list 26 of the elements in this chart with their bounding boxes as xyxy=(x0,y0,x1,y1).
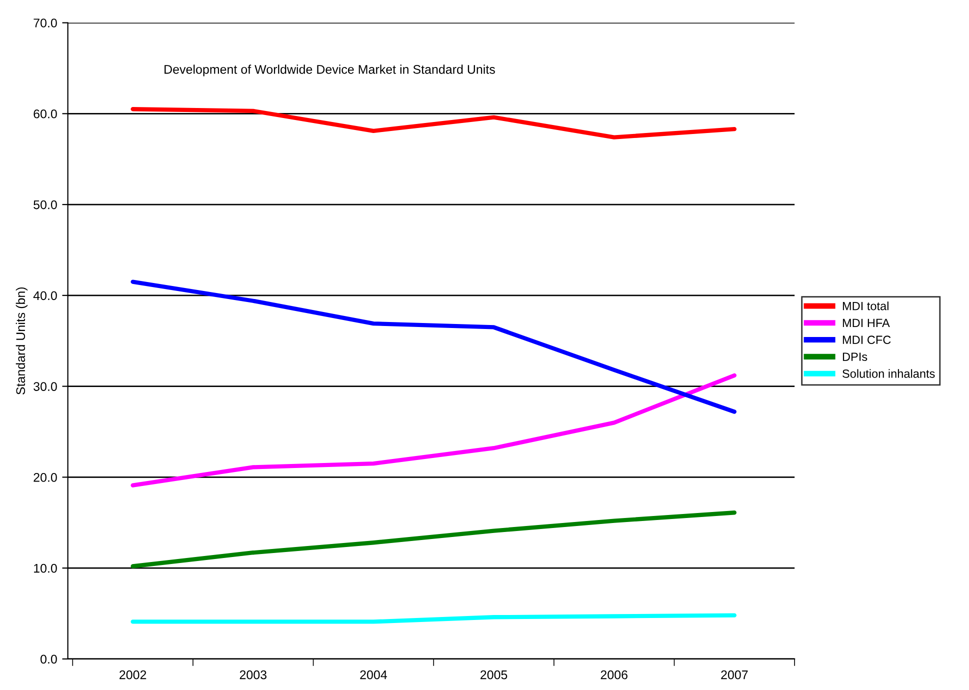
legend-label: Solution inhalants xyxy=(842,369,935,378)
y-tick-label: 10.0 xyxy=(34,564,57,573)
line-series xyxy=(130,510,737,568)
y-tick-label: 60.0 xyxy=(34,109,57,118)
legend-label: DPIs xyxy=(842,352,868,361)
x-tick-label: 2006 xyxy=(600,670,628,680)
line-series xyxy=(130,280,737,414)
x-tick-label: 2004 xyxy=(360,670,387,680)
text: Development of Worldwide Device Market in Standard Units xyxy=(164,64,495,76)
y-tick-label: 40.0 xyxy=(33,291,57,300)
x-tick-label: 2007 xyxy=(721,670,748,680)
legend-label: MDI HFA xyxy=(842,318,890,328)
line-series xyxy=(130,613,737,624)
y-tick-label: 30.0 xyxy=(34,382,57,391)
line-series xyxy=(130,373,737,488)
y-tick-label: 50.0 xyxy=(34,200,57,210)
y-tick-label: 70.0 xyxy=(34,18,57,28)
y-tick-label: 20.0 xyxy=(34,472,57,482)
y-axis-title: Standard Units (bn) xyxy=(16,287,28,394)
x-tick-label: 2003 xyxy=(240,670,266,680)
legend-label: MDI CFC xyxy=(842,336,891,344)
y-tick-label: 0.0 xyxy=(40,654,57,664)
line-series xyxy=(130,107,737,140)
x-tick-label: 2005 xyxy=(480,670,508,680)
x-tick-label: 2002 xyxy=(120,670,146,680)
legend-label: MDI total xyxy=(842,302,888,310)
